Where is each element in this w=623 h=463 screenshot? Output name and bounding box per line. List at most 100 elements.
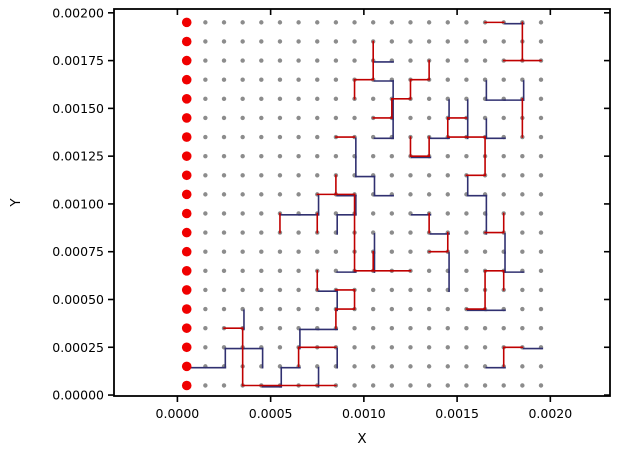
start-dots — [181, 17, 192, 391]
lattice-dot — [221, 96, 227, 102]
lattice-dot — [445, 153, 450, 159]
lattice-dot — [538, 192, 544, 197]
lattice-dot — [520, 192, 525, 197]
lattice-dot — [296, 96, 301, 102]
lattice-dot — [296, 134, 301, 140]
start-dot — [181, 74, 192, 85]
lattice-dot — [501, 39, 506, 44]
axis-tick-labels: 0.0000 0.0005 0.0010 0.0015 0.0020 0.00000 0.0… — [52, 5, 572, 421]
lattice-dot — [538, 230, 544, 235]
lattice-dot — [482, 249, 488, 254]
lattice-dot — [259, 173, 264, 178]
lattice-dot — [277, 268, 283, 274]
y-axis-label: Y — [8, 198, 24, 208]
start-dot — [181, 285, 192, 295]
lattice-dot — [203, 230, 208, 235]
start-dot — [181, 361, 192, 372]
lattice-dot — [389, 345, 395, 350]
lattice-dot — [203, 383, 208, 388]
lattice-dot — [203, 211, 208, 216]
lattice-dot — [389, 364, 395, 369]
lattice-dot — [370, 287, 376, 293]
lattice-dot — [445, 77, 450, 82]
start-dot — [181, 380, 192, 391]
lattice-dot — [501, 77, 506, 82]
lattice-dot — [315, 96, 320, 102]
lattice-dot — [277, 134, 283, 140]
lattice-dot — [277, 115, 283, 121]
lattice-dot — [389, 230, 395, 235]
lattice-dot — [315, 115, 320, 121]
lattice-dot — [259, 96, 264, 102]
lattice-dot — [221, 249, 227, 254]
lattice-dot — [203, 115, 208, 121]
lattice-dot — [221, 115, 227, 121]
lattice-dot — [352, 39, 357, 44]
lattice-dot — [240, 153, 245, 159]
lattice-dot — [426, 39, 432, 44]
lattice-dot — [352, 115, 357, 121]
lattice-dot — [520, 230, 525, 235]
lattice-dot — [221, 153, 227, 159]
x-tick-label: 0.0020 — [528, 406, 572, 421]
lattice-dot — [426, 345, 432, 350]
lattice-dot — [408, 173, 413, 178]
lattice-dot — [240, 230, 245, 235]
lattice-dot — [464, 364, 469, 369]
lattice-dot — [408, 364, 413, 369]
y-tick-label: 0.00050 — [52, 292, 104, 307]
y-tick-label: 0.00000 — [52, 388, 104, 403]
lattice-dot — [520, 383, 525, 388]
lattice-dot — [445, 20, 450, 25]
start-dot — [181, 113, 192, 123]
lattice-dot — [221, 230, 227, 235]
lattice-dot — [389, 173, 395, 178]
lattice-dot — [240, 134, 245, 140]
lattice-dot — [240, 173, 245, 178]
lattice-dot — [389, 39, 395, 44]
lattice-dot — [315, 77, 320, 82]
lattice-dot — [426, 96, 432, 102]
lattice-dot — [203, 96, 208, 102]
lattice-dot — [538, 115, 544, 121]
lattice-dot — [520, 306, 525, 312]
y-tick-label: 0.00125 — [52, 149, 104, 164]
axes-spines — [113, 8, 611, 397]
lattice-dot — [445, 58, 450, 63]
lattice-dot — [277, 306, 283, 312]
start-dot — [181, 94, 192, 104]
lattice-dot — [389, 306, 395, 312]
lattice-dot — [482, 39, 488, 44]
y-tick-label: 0.00200 — [52, 5, 104, 20]
lattice-dot — [296, 173, 301, 178]
lattice-dot — [445, 39, 450, 44]
lattice-dot — [259, 306, 264, 312]
lattice-dot — [501, 192, 506, 197]
lattice-dot — [259, 268, 264, 274]
lattice-dot — [389, 287, 395, 293]
lattice-dot — [259, 39, 264, 44]
lattice-dot — [277, 153, 283, 159]
lattice-dot — [464, 345, 469, 350]
lattice-dot — [482, 383, 488, 388]
lattice-dot — [277, 249, 283, 254]
lattice-dot — [259, 211, 264, 216]
lattice-dot — [520, 249, 525, 254]
lattice-dot — [501, 153, 506, 159]
lattice-dot — [203, 153, 208, 159]
lattice-dot — [408, 345, 413, 350]
lattice-dot — [259, 115, 264, 121]
lattice-dot — [259, 249, 264, 254]
lattice-dot — [464, 249, 469, 254]
lattice-dot — [352, 20, 357, 25]
lattice-dot — [277, 173, 283, 178]
lattice-dot — [259, 58, 264, 63]
start-dot — [181, 189, 192, 200]
lattice-dot — [426, 325, 432, 331]
lattice-dot — [352, 325, 357, 331]
lattice-dot — [464, 153, 469, 159]
lattice-dot — [389, 249, 395, 254]
lattice-dot — [259, 20, 264, 25]
lattice-dot — [333, 115, 339, 121]
